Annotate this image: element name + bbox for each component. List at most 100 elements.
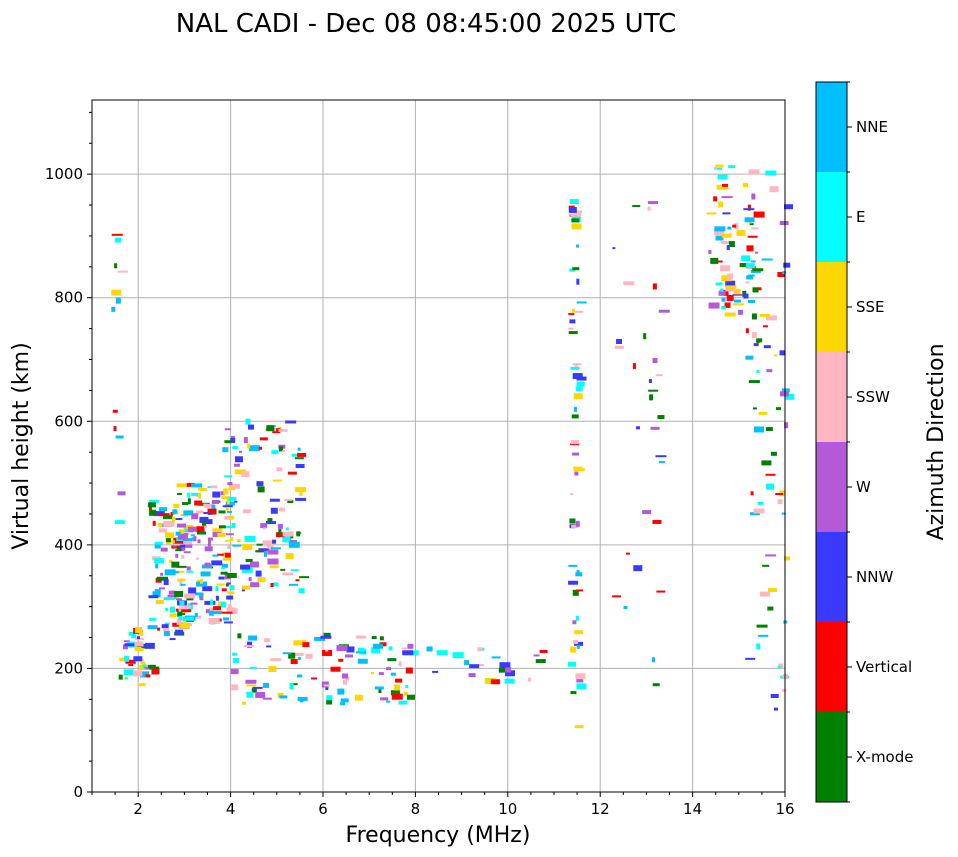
echo-point [158, 587, 165, 590]
echo-point [272, 428, 281, 434]
echo-point [575, 520, 580, 527]
echo-point [290, 569, 299, 572]
echo-point [573, 393, 583, 400]
echo-point [571, 218, 580, 223]
echo-point [145, 674, 151, 678]
echo-point [726, 245, 730, 251]
echo-point [231, 684, 239, 691]
echo-point [230, 669, 239, 675]
echo-point [265, 521, 276, 525]
colorbar-segment [816, 442, 847, 532]
echo-point [570, 213, 582, 217]
y-axis-label: Virtual height (km) [9, 342, 34, 549]
echo-point [572, 363, 582, 366]
echo-point [754, 426, 765, 433]
echo-point [491, 656, 501, 659]
echo-point [228, 488, 236, 491]
echo-point [199, 592, 204, 598]
echo-point [167, 594, 178, 599]
colorbar-label: SSE [856, 298, 885, 316]
echo-point [726, 285, 736, 290]
echo-point [270, 658, 282, 662]
echo-point [299, 698, 304, 703]
echo-point [766, 369, 773, 373]
echo-point [190, 534, 195, 537]
echo-point [144, 667, 152, 670]
echo-point [464, 660, 470, 666]
x-tick-label: 12 [591, 800, 610, 818]
echo-point [572, 620, 577, 625]
echo-point [111, 306, 116, 312]
echo-point [177, 578, 186, 582]
echo-point [175, 531, 181, 536]
echo-point [142, 664, 147, 669]
echo-point [176, 547, 180, 550]
echo-point [721, 275, 732, 282]
echo-point [225, 501, 235, 506]
echo-point [119, 657, 126, 661]
echo-point [732, 224, 737, 228]
echo-point [370, 671, 374, 674]
echo-point [257, 486, 265, 493]
echo-point [715, 167, 723, 170]
echo-point [371, 636, 377, 640]
echo-point [284, 498, 293, 501]
echo-point [279, 695, 288, 699]
echo-point [282, 572, 294, 576]
echo-point [436, 650, 448, 656]
echo-point [178, 611, 183, 616]
echo-point [224, 428, 231, 431]
echo-point [217, 602, 221, 608]
echo-point [759, 313, 770, 317]
echo-point [259, 446, 263, 450]
echo-point [123, 669, 134, 676]
echo-point [716, 184, 728, 190]
echo-point [388, 646, 393, 651]
x-tick-label: 6 [318, 800, 328, 818]
echo-point [269, 498, 280, 502]
echo-point [222, 447, 229, 453]
echo-point [149, 666, 160, 670]
echo-point [207, 508, 217, 515]
colorbar-segment [816, 712, 847, 802]
echo-point [759, 591, 770, 597]
echo-point [720, 240, 731, 244]
echo-point [195, 510, 204, 514]
echo-point [762, 564, 770, 567]
echo-point [748, 380, 760, 384]
echo-point [207, 512, 213, 515]
echo-point [721, 297, 726, 302]
echo-point [144, 642, 155, 649]
echo-point [706, 212, 717, 215]
echo-point [652, 683, 660, 687]
echo-point [217, 532, 226, 537]
echo-point [773, 354, 777, 357]
echo-point [183, 528, 190, 532]
echo-point [243, 644, 254, 647]
echo-point [250, 561, 260, 568]
echo-point [287, 500, 294, 504]
echo-point [374, 686, 384, 690]
echo-point [763, 345, 771, 349]
echo-point [576, 589, 584, 592]
echo-point [297, 657, 301, 661]
colorbar-label: NNW [856, 568, 893, 586]
echo-point [568, 327, 574, 330]
echo-point [337, 688, 345, 695]
echo-point [571, 524, 579, 528]
echo-point [191, 513, 199, 520]
echo-point [395, 678, 403, 683]
echo-point [133, 670, 143, 677]
echo-point [217, 553, 225, 556]
echo-point [568, 661, 577, 667]
echo-point [573, 468, 585, 472]
echo-point [215, 586, 219, 592]
echo-point [568, 564, 578, 567]
echo-point [183, 510, 194, 516]
colorbar-label: X-mode [856, 748, 913, 766]
echo-point [162, 515, 173, 520]
echo-point [733, 288, 741, 295]
colorbar-label: E [856, 208, 865, 226]
echo-point [173, 504, 180, 509]
echo-point [212, 491, 221, 498]
